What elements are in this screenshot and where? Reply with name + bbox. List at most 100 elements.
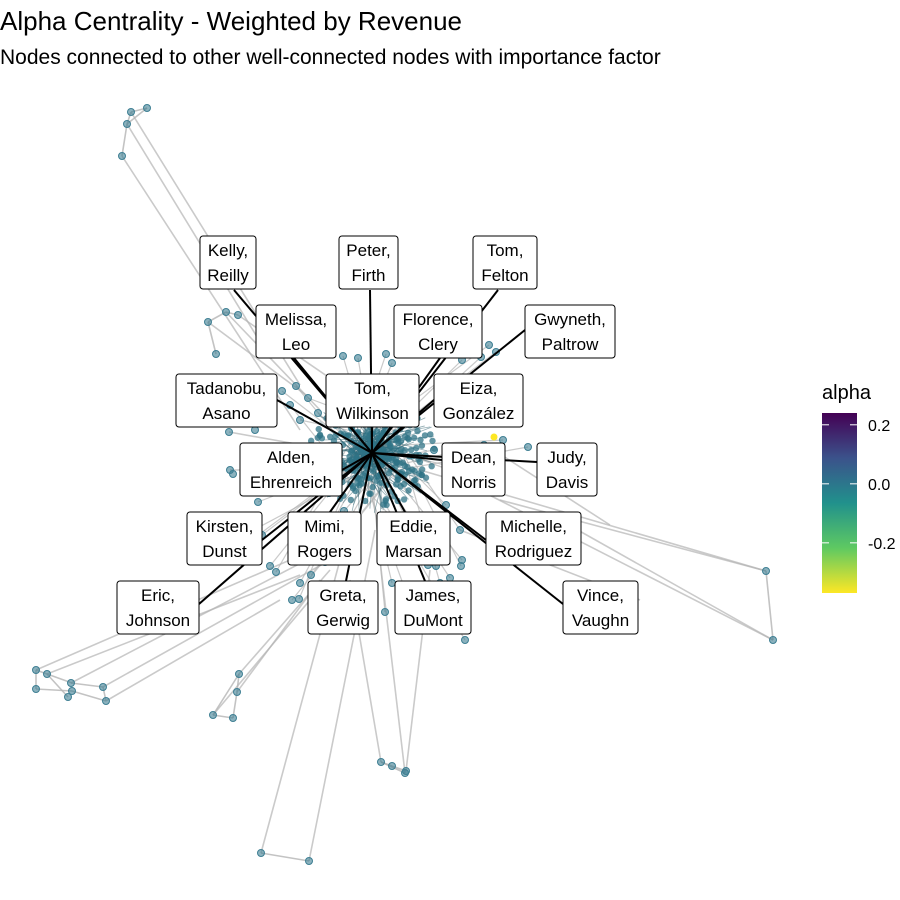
node-label-line1: Judy,	[547, 448, 586, 467]
node-label-line2: Clery	[418, 335, 458, 354]
node-label-line2: Asano	[202, 404, 250, 423]
network-node	[457, 562, 465, 570]
network-edge	[212, 673, 240, 716]
network-node	[68, 687, 76, 695]
hub-node	[376, 432, 383, 439]
hub-node	[401, 446, 409, 454]
node-label-line2: Paltrow	[542, 335, 599, 354]
network-node	[377, 758, 385, 766]
node-label-line1: Tom,	[487, 241, 524, 260]
hub-node	[347, 448, 355, 456]
network-edge	[46, 673, 69, 698]
node-label-line1: Dean,	[451, 448, 496, 467]
node-label: Dean, Norris	[441, 442, 506, 497]
node-label-box	[325, 373, 420, 428]
network-node	[212, 350, 220, 358]
network-edge	[379, 559, 406, 774]
node-label-line1: James,	[406, 586, 461, 605]
network-edge	[459, 479, 774, 641]
network-edge	[212, 599, 311, 716]
network-node	[388, 762, 396, 770]
node-label-line2: González	[443, 404, 515, 423]
network-edge	[121, 123, 128, 157]
node-label: Eddie, Marsan	[376, 511, 451, 566]
network-edge	[207, 321, 307, 396]
legend-tick-label: -0.2	[868, 536, 896, 553]
node-label-line1: Kirsten,	[196, 517, 254, 536]
node-label-box	[186, 511, 263, 566]
node-label-line2: Gerwig	[316, 611, 370, 630]
hub-node	[431, 445, 438, 452]
node-label-line2: Vaughn	[572, 611, 629, 630]
network-node	[123, 120, 131, 128]
network-edge	[126, 123, 263, 346]
hub-node	[410, 434, 418, 442]
hub-node	[411, 467, 418, 475]
network-node	[485, 341, 493, 349]
hub-node	[395, 435, 402, 442]
hub-node	[418, 442, 426, 449]
network-node	[272, 568, 280, 576]
label-leader-line	[371, 452, 564, 605]
network-node	[296, 579, 304, 587]
node-label: Eric, Johnson	[116, 580, 200, 635]
node-label-line2: Rogers	[297, 542, 352, 561]
network-edge	[765, 570, 774, 641]
hub-node	[404, 429, 412, 436]
node-label: Peter, Firth	[338, 235, 399, 290]
hub-node	[400, 496, 408, 503]
node-label: Eiza, González	[433, 373, 524, 428]
network-nodes	[32, 104, 777, 865]
hub-node	[382, 497, 389, 505]
network-node	[64, 693, 72, 701]
node-label-line1: Kelly,	[208, 241, 248, 260]
node-label: Kelly, Reilly	[199, 235, 257, 290]
node-label-line1: Vince,	[577, 586, 624, 605]
hub-node	[422, 474, 430, 481]
network-edge	[126, 107, 148, 125]
hub-node	[387, 444, 394, 452]
network-edge	[207, 321, 217, 355]
network-node	[307, 571, 315, 579]
node-label-line1: Peter,	[346, 241, 390, 260]
hub-node	[418, 466, 426, 473]
node-label-line2: Wilkinson	[336, 404, 409, 423]
node-label-line1: Gwyneth,	[534, 310, 606, 329]
node-label-box	[338, 235, 399, 290]
hub-node	[405, 487, 412, 494]
node-label-line2: Norris	[451, 473, 496, 492]
hub-node	[347, 496, 355, 504]
network-edge	[559, 519, 774, 641]
hub-node	[392, 445, 399, 453]
node-label-box	[239, 442, 343, 497]
network-node	[225, 428, 233, 436]
hub-node	[369, 483, 376, 491]
legend-colorbar	[822, 413, 857, 593]
network-node	[226, 466, 234, 474]
hub-node	[399, 459, 407, 466]
node-label: Michelle, Rodriguez	[485, 511, 582, 566]
hub-node	[407, 446, 415, 454]
node-label-line1: Eiza,	[460, 379, 498, 398]
node-label-box	[175, 373, 278, 428]
network-node	[229, 714, 237, 722]
network-node	[388, 579, 396, 587]
hub-node	[429, 437, 436, 445]
node-label-box	[116, 580, 200, 635]
network-node	[388, 359, 396, 367]
node-label-box	[307, 580, 379, 635]
node-label-box	[287, 511, 362, 566]
node-label: Florence, Clery	[393, 304, 483, 359]
node-label-line2: Felton	[481, 266, 528, 285]
network-node	[446, 574, 454, 582]
network-edge	[225, 311, 321, 411]
node-label-box	[562, 580, 639, 635]
hub-node	[392, 481, 400, 488]
node-label: Vince, Vaughn	[562, 580, 639, 635]
network-node	[304, 394, 312, 402]
node-label-line1: Michelle,	[500, 517, 567, 536]
hub-node	[404, 434, 411, 442]
network-node	[381, 608, 389, 616]
network-node	[382, 350, 390, 358]
